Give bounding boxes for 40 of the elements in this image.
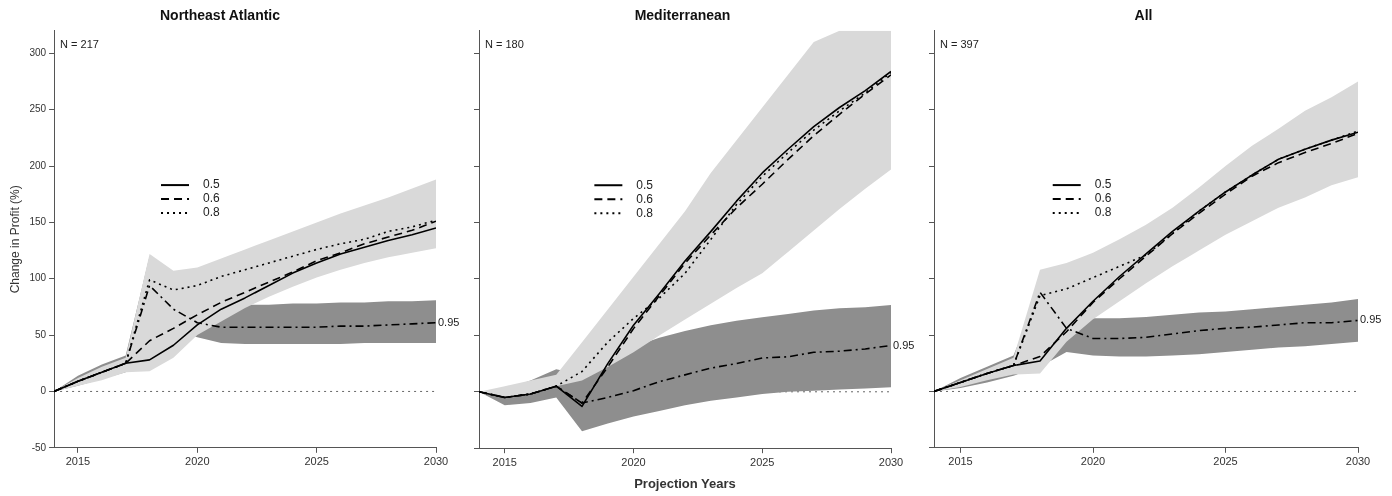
x-tick-label: 2020 [621, 455, 646, 468]
x-tick-label: 2025 [750, 455, 775, 468]
legend-label: 0.6 [636, 191, 654, 206]
x-tick-label: 2020 [185, 455, 210, 468]
y-tick-label: 50 [34, 328, 47, 340]
y-tick-label: 100 [29, 272, 47, 284]
x-tick-label: 2015 [65, 455, 91, 468]
x-tick-label: 2025 [304, 455, 329, 468]
chart-title: Northeast Atlantic [159, 7, 281, 24]
legend-label: 0.6 [203, 191, 221, 206]
y-tick-label: 150 [29, 216, 47, 228]
y-axis-title: Change in Profit (%) [7, 185, 22, 294]
legend-label: 0.8 [636, 205, 654, 220]
x-tick-label: 2015 [492, 455, 517, 468]
series-label: 0.95 [1360, 313, 1382, 326]
x-tick-label: 2025 [1213, 455, 1238, 468]
legend-label: 0.6 [1094, 191, 1112, 206]
annotation: N = 397 [940, 37, 979, 50]
y-tick-label: 0 [40, 385, 47, 397]
series-label: 0.95 [438, 315, 460, 328]
legend-label: 0.5 [203, 177, 221, 192]
legend-label: 0.5 [1094, 177, 1112, 192]
x-tick-label: 2030 [423, 455, 449, 468]
legend-label: 0.5 [636, 177, 654, 192]
y-tick-label: 250 [29, 103, 47, 115]
chart-title: All [1134, 7, 1153, 24]
chart-title: Mediterranean [634, 7, 731, 24]
y-tick-label: 300 [29, 47, 47, 59]
annotation: N = 217 [60, 37, 99, 50]
x-tick-label: 2020 [1080, 455, 1106, 468]
x-axis-title: Projection Years [634, 475, 736, 491]
x-tick-label: 2030 [878, 455, 904, 468]
y-tick-label: 200 [29, 159, 47, 171]
series-label: 0.95 [893, 338, 915, 351]
annotation: N = 180 [485, 37, 524, 50]
legend-label: 0.8 [203, 205, 221, 220]
x-tick-label: 2015 [948, 455, 973, 468]
legend-label: 0.8 [1094, 205, 1112, 220]
x-tick-label: 2030 [1345, 455, 1371, 468]
y-tick-label: -50 [31, 441, 47, 453]
